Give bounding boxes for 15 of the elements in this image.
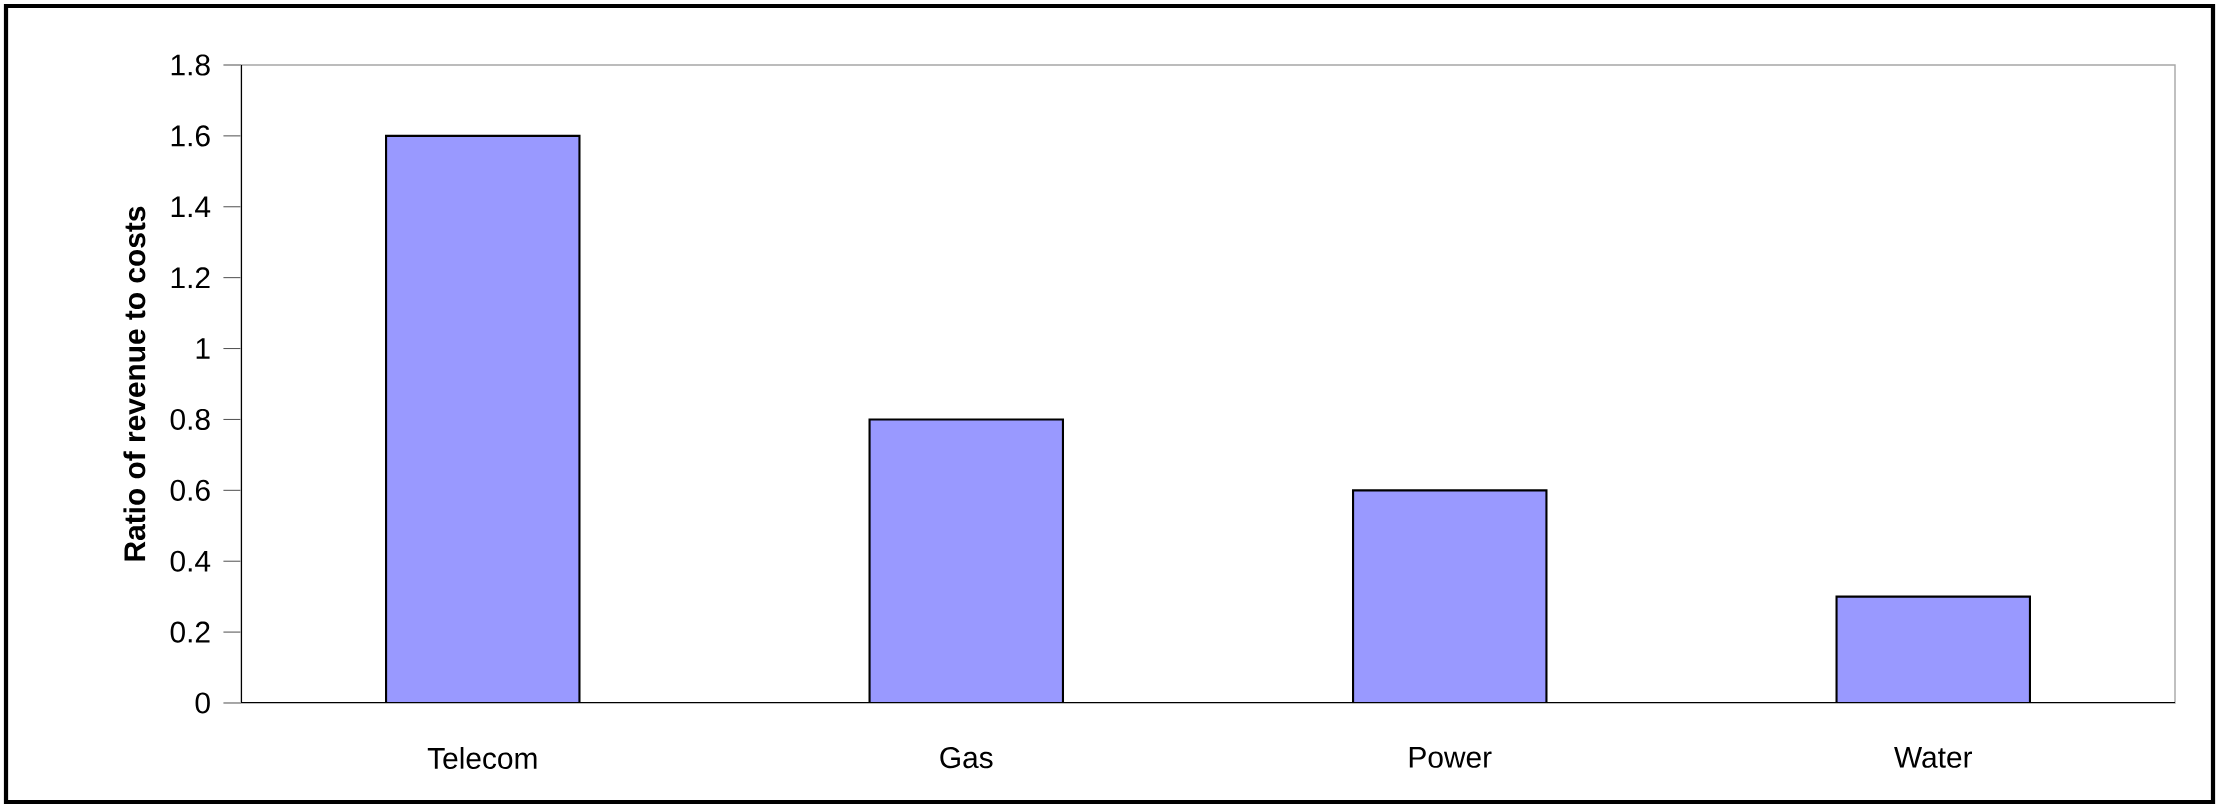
x-tick-label: Telecom xyxy=(427,747,537,769)
x-tick-label: Water xyxy=(1894,747,1973,768)
y-tick-label: 0.8 xyxy=(170,408,210,430)
y-tick-label: 0 xyxy=(195,692,210,714)
y-tick-label: 1.2 xyxy=(171,267,210,289)
y-tick-label: 1.8 xyxy=(171,54,210,76)
y-tick-label: 0.6 xyxy=(170,479,210,501)
y-tick-label: 0.2 xyxy=(170,621,210,643)
y-tick-label: 1 xyxy=(196,338,210,359)
y-tick-label: 0.4 xyxy=(170,550,211,572)
y-tick-label: 1.6 xyxy=(171,125,210,147)
y-tick-label: 1.4 xyxy=(171,196,211,218)
x-tick-label: Gas xyxy=(940,747,993,769)
y-axis-title: Ratio of revenue to costs xyxy=(123,206,146,561)
x-tick-label: Power xyxy=(1409,747,1492,768)
